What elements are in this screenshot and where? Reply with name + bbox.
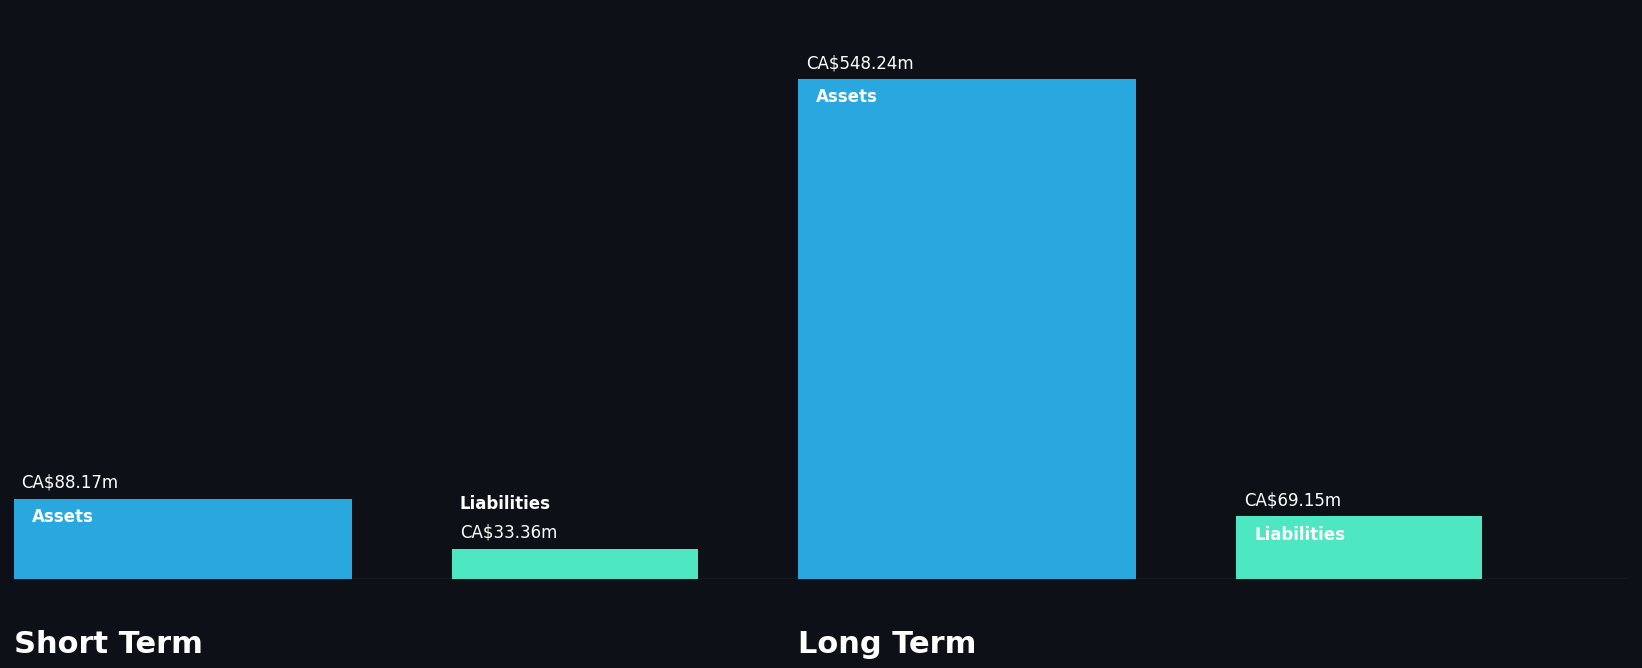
Bar	[798, 79, 1136, 579]
Text: Liabilities: Liabilities	[1254, 526, 1345, 544]
Text: CA$88.17m: CA$88.17m	[21, 474, 118, 492]
Text: Assets: Assets	[33, 508, 94, 526]
Text: Short Term: Short Term	[13, 630, 202, 659]
Text: CA$33.36m: CA$33.36m	[460, 524, 557, 542]
Bar	[452, 549, 698, 579]
Bar	[13, 499, 351, 579]
Text: CA$548.24m: CA$548.24m	[806, 54, 913, 72]
Text: Liabilities: Liabilities	[460, 494, 550, 512]
Text: CA$69.15m: CA$69.15m	[1243, 491, 1342, 509]
Text: Assets: Assets	[816, 88, 878, 106]
Text: Long Term: Long Term	[798, 630, 977, 659]
Bar	[1236, 516, 1483, 579]
